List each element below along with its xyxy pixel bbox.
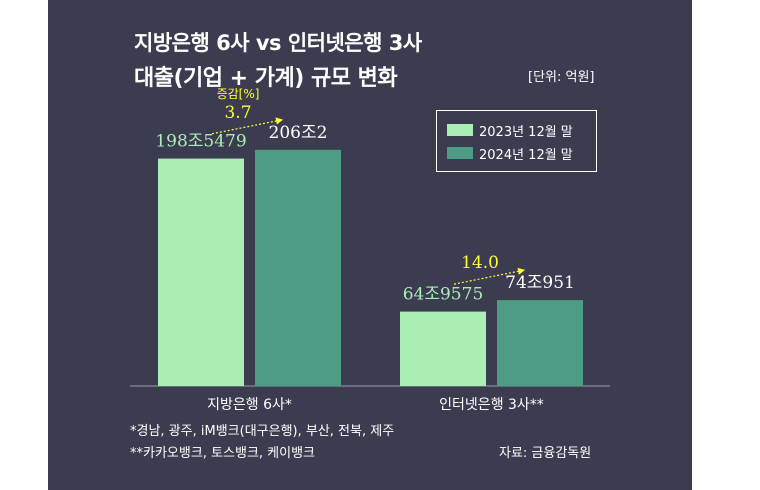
- footnote-regional-banks: *경남, 광주, iM뱅크(대구은행), 부산, 전북, 제주: [130, 424, 395, 439]
- legend-label-2024: 2024년 12월 말: [479, 147, 573, 163]
- change-value-regional: 3.7: [224, 103, 251, 123]
- legend-swatch-2024: [447, 147, 473, 159]
- value-label-2023-regional: 198조5479: [155, 132, 246, 152]
- bar-2023-internet: [400, 311, 486, 386]
- change-value-internet: 14.0: [461, 253, 499, 273]
- source-label: 자료: 금융감독원: [499, 446, 592, 461]
- chart-panel: [48, 0, 692, 490]
- bar-2024-internet: [497, 300, 583, 386]
- legend-label-2023: 2023년 12월 말: [479, 124, 573, 140]
- chart-title-line2: 대출(기업 + 가계) 규모 변화: [134, 66, 398, 91]
- legend-item-2023: 2023년 12월 말: [447, 120, 573, 140]
- category-label-internet: 인터넷은행 3사**: [439, 397, 544, 413]
- bar-2024-regional: [255, 149, 341, 386]
- footnote-internet-banks: **카카오뱅크, 토스뱅크, 케이뱅크: [130, 446, 316, 461]
- value-label-2024-regional: 206조2: [269, 123, 328, 143]
- value-label-2023-internet: 64조9575: [403, 285, 484, 305]
- unit-label: [단위: 억원]: [528, 70, 595, 85]
- legend-item-2024: 2024년 12월 말: [447, 143, 573, 163]
- value-label-2024-internet: 74조951: [505, 273, 575, 293]
- legend: 2023년 12월 말 2024년 12월 말: [436, 110, 597, 172]
- bar-2023-regional: [158, 158, 244, 386]
- legend-swatch-2023: [447, 124, 473, 136]
- change-title: 증감[%]: [217, 87, 260, 101]
- category-label-regional: 지방은행 6사*: [207, 397, 292, 413]
- chart-title-line1: 지방은행 6사 vs 인터넷은행 3사: [134, 31, 422, 55]
